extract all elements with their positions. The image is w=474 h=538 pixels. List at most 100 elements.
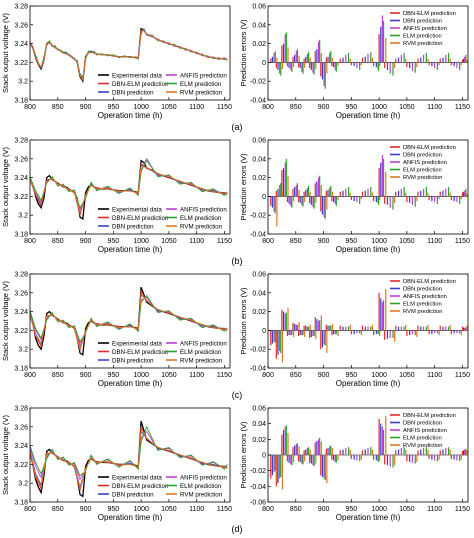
- error-bar: [288, 196, 290, 204]
- error-bar: [282, 311, 285, 331]
- y-axis-label: Prediction errors (V): [239, 421, 248, 489]
- error-bar: [312, 196, 314, 207]
- error-bar: [450, 455, 452, 459]
- error-bar: [288, 62, 290, 69]
- error-bar: [285, 312, 287, 331]
- error-bar: [427, 192, 429, 197]
- error-bar: [411, 62, 414, 71]
- x-tick-label: 1000: [133, 372, 149, 379]
- legend-label: ELM prediction: [180, 81, 222, 88]
- error-bar: [405, 58, 407, 63]
- error-bar: [449, 324, 451, 331]
- y-tick-label: 3.24: [14, 41, 28, 48]
- error-bar: [439, 191, 441, 197]
- error-bar: [299, 62, 301, 69]
- y-tick-label: 0.02: [252, 41, 266, 48]
- legend-label: DBN-ELM prediction: [403, 145, 456, 151]
- error-bar: [378, 168, 380, 197]
- y-tick-label: 3.28: [14, 4, 28, 11]
- x-tick-label: 1050: [161, 238, 177, 245]
- error-bar: [431, 455, 433, 460]
- error-bar: [284, 34, 286, 63]
- error-bar: [329, 187, 331, 197]
- legend-label: ELM prediction: [180, 349, 222, 356]
- error-bar: [334, 330, 336, 335]
- error-bar: [270, 455, 272, 479]
- chart-panel-d-voltage: 800 850 900 950 1000 1050 1100 1150 3.18 3.2 3.22 3…: [1, 406, 232, 523]
- error-bar: [296, 443, 299, 455]
- y-tick-label: 3.2: [18, 481, 28, 488]
- error-bar: [317, 177, 320, 197]
- x-tick-label: 900: [318, 372, 330, 379]
- y-tick-label: 0.06: [252, 406, 266, 413]
- error-bar: [326, 62, 328, 74]
- error-bar: [321, 455, 324, 477]
- legend-label: Experimental data: [112, 341, 162, 348]
- legend-label: ELM prediction: [180, 215, 222, 222]
- error-bar: [320, 53, 322, 63]
- error-bar: [422, 326, 425, 331]
- error-bar: [319, 320, 321, 331]
- error-bar: [337, 330, 339, 337]
- legend-label: Experimental data: [112, 475, 162, 482]
- error-bar: [395, 325, 397, 331]
- error-bar: [439, 325, 441, 331]
- error-bar: [392, 62, 394, 76]
- error-bar: [447, 326, 450, 331]
- y-tick-label: 3.26: [14, 290, 28, 297]
- plot-area: [30, 286, 228, 356]
- axes-frame: [29, 273, 231, 369]
- error-bar: [271, 56, 274, 63]
- error-bar: [382, 429, 385, 455]
- error-bar: [301, 330, 303, 336]
- x-tick-label: 1050: [161, 506, 177, 513]
- x-tick-label: 1050: [161, 372, 177, 379]
- x-axis-label: Operation time (h): [336, 111, 401, 120]
- error-bar: [431, 62, 433, 67]
- error-bar: [406, 62, 408, 68]
- error-bar: [356, 62, 358, 69]
- error-bar: [319, 39, 321, 63]
- error-bar: [384, 330, 386, 340]
- error-bar: [347, 447, 350, 455]
- error-bar: [356, 330, 358, 334]
- y-tick-label: 3.2: [18, 347, 28, 354]
- error-bar: [367, 447, 369, 455]
- error-bar: [296, 183, 299, 197]
- error-bar: [270, 330, 272, 346]
- error-bar: [332, 62, 335, 68]
- error-bar: [447, 187, 450, 197]
- error-bar: [305, 189, 307, 197]
- error-bar: [320, 62, 322, 77]
- error-bar: [299, 455, 301, 463]
- error-bar: [327, 189, 329, 197]
- error-bar: [464, 190, 466, 197]
- error-bar: [392, 455, 394, 468]
- error-bar: [294, 187, 296, 197]
- error-bar: [327, 447, 329, 455]
- error-bar: [277, 330, 279, 355]
- error-bar: [277, 455, 279, 484]
- chart-panel-c-voltage: 800 850 900 950 1000 1050 1100 1150 3.18 3.2 3.22 3…: [1, 272, 232, 389]
- error-bar: [456, 62, 458, 69]
- x-tick-label: 1050: [399, 238, 415, 245]
- error-bar: [403, 326, 405, 331]
- y-tick-label: 0.02: [252, 175, 266, 182]
- error-bar: [394, 330, 396, 342]
- error-bar: [314, 183, 316, 197]
- error-bar: [434, 196, 436, 203]
- error-bar: [274, 196, 276, 214]
- legend-label: ANFIS prediction: [180, 475, 227, 482]
- error-bar: [312, 455, 314, 466]
- x-tick-label: 1150: [217, 238, 232, 245]
- x-tick-label: 1100: [427, 372, 442, 379]
- error-bar: [449, 449, 451, 455]
- legend-label: DBN prediction: [403, 153, 442, 159]
- y-tick-label: 3.26: [14, 22, 28, 29]
- error-bar: [281, 170, 283, 197]
- error-bar: [320, 441, 322, 455]
- legend-label: RVM prediction: [403, 175, 443, 181]
- error-bar: [409, 330, 411, 336]
- error-bar: [405, 192, 407, 197]
- error-bar: [323, 455, 325, 479]
